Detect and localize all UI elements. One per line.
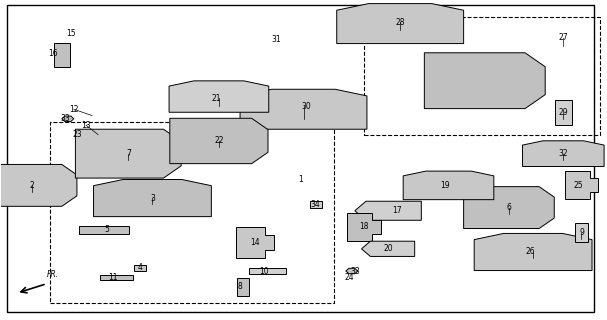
Polygon shape	[79, 226, 129, 234]
Polygon shape	[337, 4, 464, 44]
Text: 5: 5	[104, 225, 110, 234]
Polygon shape	[424, 53, 545, 108]
Polygon shape	[170, 118, 268, 164]
Text: 8: 8	[238, 282, 242, 292]
Polygon shape	[474, 233, 592, 270]
Polygon shape	[75, 129, 181, 178]
Text: 29: 29	[558, 108, 568, 117]
Polygon shape	[100, 275, 133, 280]
Text: 3: 3	[150, 194, 155, 203]
Polygon shape	[240, 89, 367, 129]
Polygon shape	[565, 172, 599, 199]
Text: 22: 22	[214, 136, 223, 146]
Polygon shape	[0, 164, 77, 206]
Polygon shape	[575, 223, 588, 243]
Bar	[364, 17, 600, 135]
Text: 17: 17	[392, 206, 402, 215]
Polygon shape	[134, 265, 146, 271]
Text: 10: 10	[259, 267, 269, 276]
Polygon shape	[523, 141, 604, 166]
Text: 27: 27	[558, 33, 568, 42]
Text: 14: 14	[250, 238, 260, 247]
Polygon shape	[54, 43, 70, 68]
Text: 24: 24	[344, 273, 354, 282]
Text: 19: 19	[441, 181, 450, 190]
Text: 15: 15	[66, 28, 76, 38]
Polygon shape	[403, 171, 494, 200]
Text: 25: 25	[574, 181, 583, 190]
Text: 13: 13	[81, 121, 91, 130]
Text: 26: 26	[525, 247, 535, 257]
Text: 18: 18	[359, 222, 368, 231]
Text: 34: 34	[311, 200, 320, 209]
Text: 2: 2	[29, 181, 34, 190]
Text: 1: 1	[298, 174, 303, 184]
Polygon shape	[236, 227, 274, 258]
Text: 16: 16	[48, 49, 58, 58]
Text: FR.: FR.	[47, 270, 59, 279]
Text: 11: 11	[109, 273, 118, 282]
Text: 28: 28	[395, 18, 405, 27]
Text: 23: 23	[72, 130, 82, 139]
Polygon shape	[362, 241, 415, 256]
Text: 6: 6	[506, 203, 511, 212]
Polygon shape	[62, 116, 74, 122]
Text: 32: 32	[558, 149, 568, 158]
Text: 30: 30	[302, 101, 311, 111]
Text: 12: 12	[69, 105, 79, 114]
Polygon shape	[555, 100, 572, 125]
Text: 33: 33	[60, 114, 70, 123]
Text: 21: 21	[211, 94, 220, 103]
Text: 33: 33	[350, 267, 360, 276]
Polygon shape	[249, 268, 286, 274]
Polygon shape	[310, 201, 322, 208]
Polygon shape	[355, 201, 421, 220]
Text: 31: 31	[271, 35, 281, 44]
Polygon shape	[237, 278, 249, 296]
Polygon shape	[169, 81, 269, 112]
Text: 4: 4	[138, 263, 143, 272]
Text: 7: 7	[126, 149, 131, 158]
Polygon shape	[464, 187, 554, 228]
Text: 20: 20	[383, 244, 393, 253]
Polygon shape	[347, 213, 381, 241]
Bar	[50, 122, 334, 303]
Text: 9: 9	[579, 228, 584, 237]
Polygon shape	[93, 180, 211, 217]
Polygon shape	[346, 268, 358, 274]
